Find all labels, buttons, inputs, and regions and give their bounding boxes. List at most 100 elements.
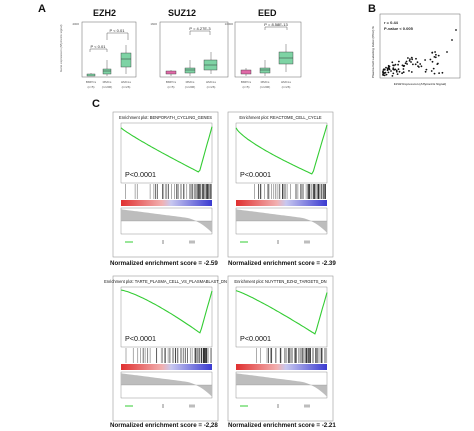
scatter-point — [398, 60, 400, 63]
scatter-xlabel: EZH2 Expression (Affymetrix Signal) — [394, 82, 446, 86]
scatter-point — [387, 64, 390, 67]
scatter-pvalue: P-value < 0.005 — [384, 26, 414, 31]
gsea-frame — [227, 275, 334, 422]
scatter-point — [392, 72, 395, 75]
ezh2-pvalue: P < 0.01 — [91, 44, 107, 49]
gsea-pvalue: P<0.0001 — [240, 170, 271, 179]
gsea-plot-1: Enrichment plot: BENPORATH_CYCLING_GENES… — [112, 111, 219, 258]
ezh2-ymax: 4000 — [72, 22, 79, 26]
scatter-point — [404, 62, 407, 65]
scatter-point — [408, 59, 411, 62]
gsea-plot-3: Enrichment plot: TARTE_PLASMA_CELL_VS_PL… — [104, 275, 227, 422]
svg-text:(n=26): (n=26) — [122, 85, 131, 89]
scatter-point — [385, 66, 387, 69]
scatter-point — [429, 58, 432, 61]
scatter-point — [384, 71, 386, 74]
scatter-point — [434, 56, 437, 59]
enrichment-curve — [120, 289, 213, 334]
scatter-point — [405, 60, 408, 63]
scatter-point — [382, 70, 384, 73]
scatter-point — [388, 67, 391, 70]
nes-label-1: Normalized enrichment score = -2.59 — [110, 260, 218, 267]
scatter-point — [424, 59, 426, 61]
scatter-point — [382, 74, 385, 76]
scatter-point — [420, 65, 423, 68]
gsea-plot-4: Enrichment plot: NUYTTEN_EZH2_TARGETS_DN… — [227, 275, 334, 422]
scatter-point — [403, 64, 406, 67]
enrichment-curve — [120, 126, 213, 173]
scatter-point — [438, 72, 440, 74]
svg-text:MMCs: MMCs — [261, 80, 270, 84]
svg-text:MMCs: MMCs — [186, 80, 195, 84]
scatter-point — [402, 68, 405, 70]
scatter-point — [419, 63, 422, 65]
ezh2-pvalue-2: P < 0.01 — [110, 28, 126, 33]
scatter-point — [395, 69, 398, 72]
svg-text:HMCLs: HMCLs — [121, 80, 132, 84]
scatter-point — [396, 73, 399, 75]
scatter-point — [437, 62, 439, 65]
gene-title-ezh2: EZH2 — [93, 8, 117, 18]
gsea-pvalue: P<0.0001 — [125, 334, 156, 343]
svg-text:(n=206): (n=206) — [260, 85, 270, 89]
scatter-ylabel: Plasma Cell Labeling Index (PCLI) % — [371, 26, 375, 78]
scatter-point — [401, 64, 404, 67]
svg-text:(n=206): (n=206) — [185, 85, 195, 89]
group-labels-eed: BMPCs MMCs HMCLs (n=5) (n=206) (n=26) — [241, 80, 292, 89]
scatter-point — [425, 68, 428, 71]
scatter-point — [398, 70, 401, 73]
enrichment-curve — [235, 124, 328, 175]
scatter-point — [418, 66, 420, 68]
suz12-ymax: 1600 — [150, 22, 157, 26]
scatter-point — [414, 63, 417, 66]
svg-text:BMPCs: BMPCs — [241, 80, 252, 84]
scatter-point — [451, 39, 453, 41]
gsea-plot-2: Enrichment plot: REACTOME_CELL_CYCLE P<0.… — [227, 111, 334, 258]
scatter-point — [424, 70, 427, 73]
scatter-point — [391, 61, 394, 64]
scatter-point — [383, 68, 385, 71]
gene-title-suz12: SUZ12 — [168, 8, 197, 18]
ranking-heat-strip — [121, 200, 212, 206]
suz12-pvalue: P = 4.27E-3 — [189, 26, 211, 31]
scatter-point — [411, 58, 414, 61]
gsea-title: Enrichment plot: TARTE_PLASMA_CELL_VS_PL… — [104, 279, 227, 284]
gsea-frame — [227, 111, 334, 258]
ranking-heat-strip — [121, 364, 212, 370]
eed-pvalue: P = 8.58E-13 — [264, 22, 288, 27]
nes-label-2: Normalized enrichment score = -2.39 — [228, 260, 336, 267]
scatter-point — [382, 72, 385, 74]
scatter-point — [441, 71, 444, 74]
svg-text:HMCLs: HMCLs — [281, 80, 292, 84]
scatter-point — [433, 72, 436, 75]
svg-text:BMPCs: BMPCs — [86, 80, 97, 84]
scatter-point — [408, 70, 410, 72]
scatter-point — [397, 63, 399, 66]
scatter-point — [432, 67, 435, 70]
scatter-point — [412, 63, 414, 66]
scatter-point — [394, 63, 397, 66]
svg-text:BMPCs: BMPCs — [166, 80, 177, 84]
scatter-point — [435, 53, 437, 56]
ranking-heat-strip — [236, 200, 327, 206]
boxplot-panel: Gene expression (Affymetrix signal) 4000… — [59, 21, 302, 89]
gsea-pvalue: P<0.0001 — [240, 334, 271, 343]
svg-text:MMCs: MMCs — [103, 80, 112, 84]
svg-text:HMCLs: HMCLs — [206, 80, 217, 84]
panel-c-label: C — [92, 98, 100, 110]
scatter-point — [434, 51, 436, 53]
scatter-point — [431, 51, 434, 54]
ranking-heat-strip — [236, 364, 327, 370]
group-labels-suz12: BMPCs MMCs HMCLs (n=5) (n=206) (n=26) — [166, 80, 217, 89]
gsea-pvalue: P<0.0001 — [125, 170, 156, 179]
gsea-title: Enrichment plot: BENPORATH_CYCLING_GENES — [119, 115, 212, 120]
svg-text:(n=26): (n=26) — [282, 85, 291, 89]
scatter-point — [410, 56, 413, 59]
nes-label-3: Normalized enrichment score = -2,28 — [110, 422, 218, 429]
scatter-point — [406, 63, 408, 65]
scatter-point — [397, 68, 400, 71]
eed-ymax: 10000 — [225, 22, 234, 26]
svg-text:(n=5): (n=5) — [242, 85, 249, 89]
group-labels-ezh2: BMPCs MMCs HMCLs (n=5) (n=206) (n=26) — [86, 80, 132, 89]
